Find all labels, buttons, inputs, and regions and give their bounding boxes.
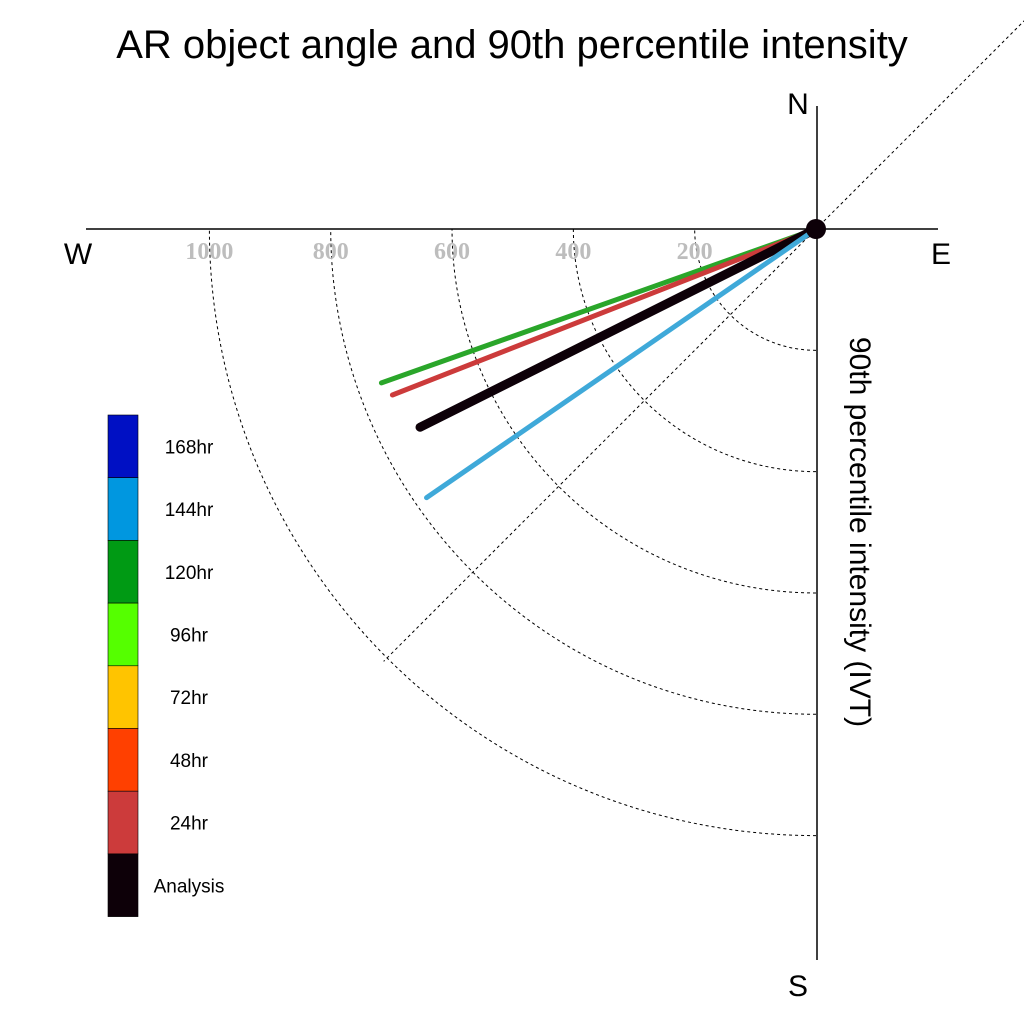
grid-arc-400	[572, 228, 817, 473]
origin-marker	[806, 219, 826, 239]
grid-arc-200	[694, 228, 817, 351]
legend-label-144hr: 144hr	[165, 500, 214, 521]
legend-swatch-96hr	[107, 602, 139, 667]
tick-label-1000: 1000	[185, 239, 233, 265]
y-axis-label: 90th percentile intensity (IVT)	[843, 337, 876, 727]
grid-arc-600	[451, 228, 817, 594]
compass-north: N	[787, 88, 809, 121]
legend-label-analysis: Analysis	[154, 876, 225, 897]
compass-west: W	[64, 238, 93, 271]
tick-label-400: 400	[555, 239, 591, 265]
legend-label-96hr: 96hr	[170, 625, 209, 646]
legend-label-72hr: 72hr	[170, 688, 209, 709]
series-vector-144hr	[424, 226, 819, 501]
radial-tick-labels: 200 400 600 800 1000	[185, 239, 712, 265]
legend-label-168hr: 168hr	[165, 437, 214, 458]
legend-swatch-48hr	[107, 728, 139, 792]
compass-east: E	[931, 238, 951, 271]
legend-label-48hr: 48hr	[170, 751, 209, 772]
polar-grid	[208, 20, 1024, 837]
series-vector-analysis	[415, 224, 821, 432]
legend-swatch-24hr	[107, 790, 139, 855]
legend: 168hr 144hr 120hr 96hr 72hr 48hr 24hr Analysis	[107, 414, 225, 917]
compass-south: S	[788, 970, 808, 1003]
legend-swatch-144hr	[107, 477, 139, 541]
legend-swatch-120hr	[107, 540, 139, 604]
legend-swatch-168hr	[107, 414, 139, 479]
legend-label-24hr: 24hr	[170, 814, 209, 835]
series-vector-24hr	[389, 226, 819, 398]
chart-title: AR object angle and 90th percentile inte…	[116, 23, 908, 67]
legend-swatch-72hr	[107, 665, 139, 729]
tick-label-600: 600	[434, 239, 470, 265]
legend-swatch-analysis	[107, 853, 139, 917]
tick-label-200: 200	[677, 239, 713, 265]
grid-diagonal	[383, 20, 1024, 662]
tick-label-800: 800	[313, 239, 349, 265]
grid-arc-800	[330, 228, 817, 715]
grid-arc-1000	[208, 228, 817, 837]
series-vector-120hr	[378, 226, 819, 386]
legend-label-120hr: 120hr	[165, 563, 214, 584]
series-vectors	[378, 224, 821, 501]
